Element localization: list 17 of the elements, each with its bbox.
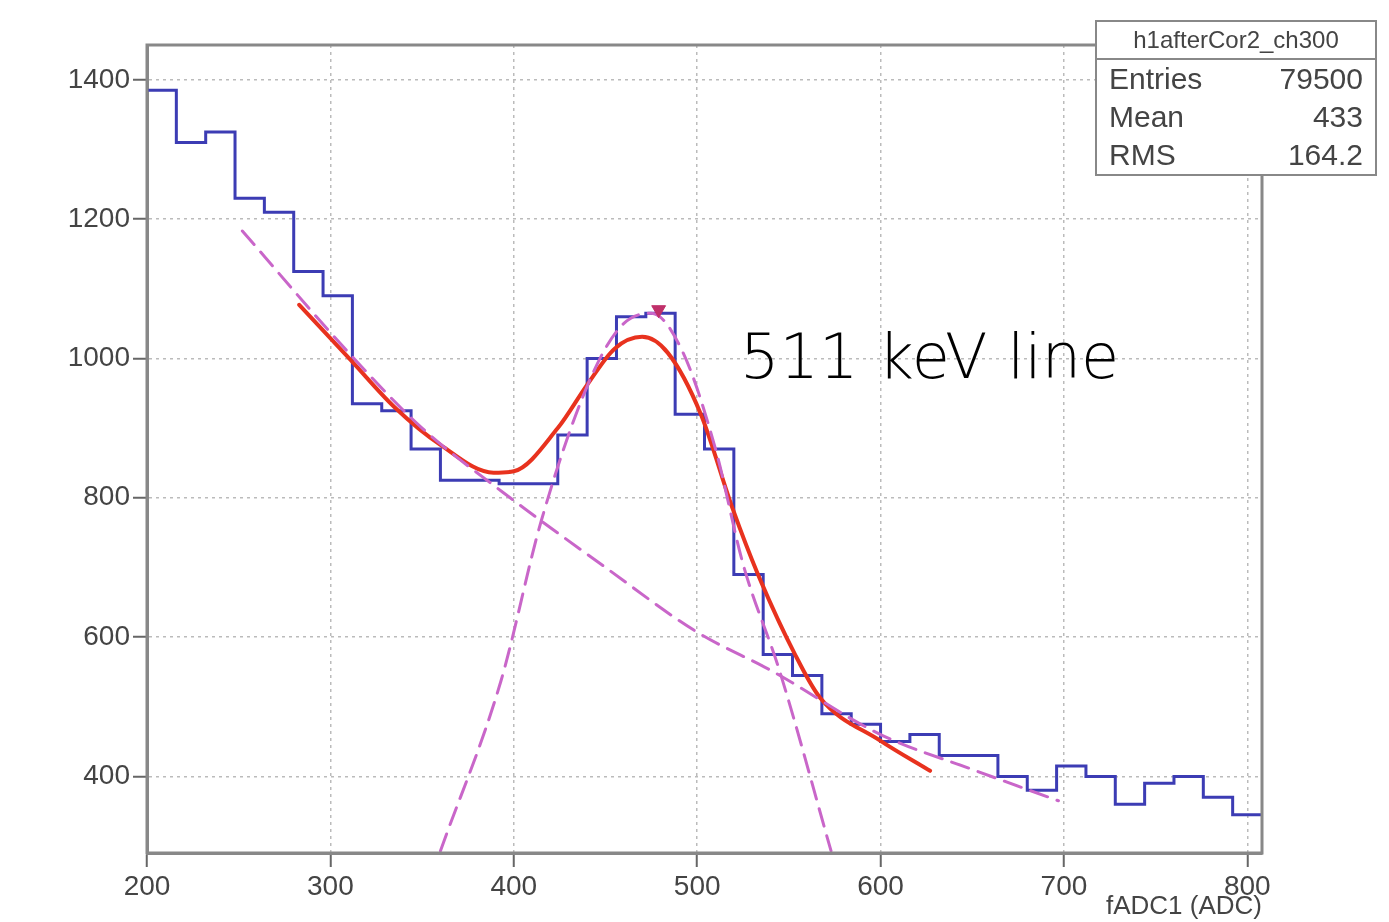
x-tick-label: 600 <box>857 869 904 901</box>
x-tick-label: 200 <box>123 869 171 901</box>
y-tick-label: 1200 <box>67 201 130 233</box>
y-tick-label: 1000 <box>67 341 130 373</box>
x-tick-label: 700 <box>1040 869 1088 901</box>
annotation: 511 keV line <box>740 320 1120 393</box>
annotation: h1afterCor2_ch300 <box>1097 22 1375 60</box>
text: Entries 79500 <box>1109 62 1363 95</box>
x-tick-label: 500 <box>673 869 721 901</box>
y-tick-label: 1400 <box>67 62 130 94</box>
y-tick-label: 600 <box>83 619 130 651</box>
y-tick-label: 800 <box>83 480 130 512</box>
x-tick-label: 300 <box>307 869 354 901</box>
x-tick-label: 400 <box>490 869 538 901</box>
y-tick-label: 400 <box>83 759 130 791</box>
text: RMS 164.2 <box>1109 138 1363 171</box>
text: Mean 433 <box>1109 100 1363 133</box>
